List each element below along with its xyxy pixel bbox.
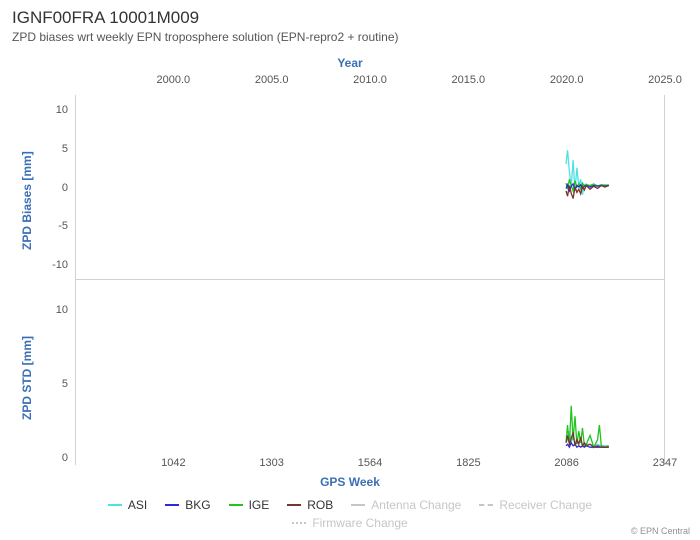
top-axis-title: Year	[337, 56, 362, 70]
bottom-x-tick: 1564	[358, 457, 382, 469]
legend-label: IGE	[249, 498, 270, 512]
legend-item-ige[interactable]: IGE	[229, 498, 270, 512]
legend-label: ROB	[307, 498, 333, 512]
chart-title: IGNF00FRA 10001M009	[12, 8, 199, 28]
y-tick: 0	[38, 182, 68, 194]
legend-item-bkg[interactable]: BKG	[165, 498, 210, 512]
legend-label: ASI	[128, 498, 147, 512]
legend-swatch	[292, 522, 306, 524]
bottom-x-tick: 1303	[259, 457, 283, 469]
legend-item-rob[interactable]: ROB	[287, 498, 333, 512]
y-axis-title-top: ZPD Biases [mm]	[20, 151, 34, 250]
top-x-tick: 2010.0	[353, 74, 387, 86]
data-layer-bot	[76, 280, 664, 465]
y-tick: -10	[38, 259, 68, 271]
y-tick: 10	[38, 304, 68, 316]
y-tick: 10	[38, 104, 68, 116]
bottom-x-tick: 1042	[161, 457, 185, 469]
legend-label: Firmware Change	[312, 516, 407, 530]
plot-panel-top	[75, 95, 665, 280]
legend-label: Receiver Change	[499, 498, 592, 512]
chart-subtitle: ZPD biases wrt weekly EPN troposphere so…	[12, 30, 399, 44]
y-tick: 5	[38, 143, 68, 155]
legend-swatch	[229, 504, 243, 506]
top-x-tick: 2020.0	[550, 74, 584, 86]
data-layer-top	[76, 95, 664, 279]
legend-swatch	[287, 504, 301, 506]
bottom-x-tick: 1825	[456, 457, 480, 469]
top-x-tick: 2000.0	[157, 74, 191, 86]
legend-label: BKG	[185, 498, 210, 512]
bottom-axis-title: GPS Week	[320, 475, 380, 489]
y-tick: 5	[38, 378, 68, 390]
legend-item-asi[interactable]: ASI	[108, 498, 147, 512]
legend-item-receiver-change[interactable]: Receiver Change	[479, 498, 592, 512]
bottom-x-tick: 2347	[653, 457, 677, 469]
top-x-tick: 2025.0	[648, 74, 682, 86]
bottom-x-tick: 2086	[554, 457, 578, 469]
y-tick: -5	[38, 220, 68, 232]
legend-swatch	[351, 504, 365, 506]
plot-panel-bot	[75, 280, 665, 465]
legend-item-firmware-change[interactable]: Firmware Change	[292, 516, 407, 530]
legend-swatch	[479, 504, 493, 506]
legend-label: Antenna Change	[371, 498, 461, 512]
credit-text: © EPN Central	[631, 526, 690, 536]
legend-swatch	[165, 504, 179, 506]
legend-swatch	[108, 504, 122, 506]
legend-item-antenna-change[interactable]: Antenna Change	[351, 498, 461, 512]
y-axis-title-bot: ZPD STD [mm]	[20, 336, 34, 420]
top-x-tick: 2005.0	[255, 74, 289, 86]
top-x-tick: 2015.0	[452, 74, 486, 86]
y-tick: 0	[38, 452, 68, 464]
legend: ASI BKG IGE ROB Antenna Change Receiver Chang…	[70, 498, 630, 530]
